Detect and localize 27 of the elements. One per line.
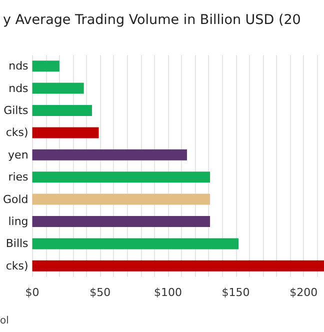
y-tick-label: cks)	[6, 259, 28, 272]
x-tick-label: $50	[90, 286, 111, 299]
bar	[32, 172, 210, 183]
y-tick-label: ries	[8, 170, 29, 184]
bar	[32, 238, 239, 250]
y-tick-label: ling	[8, 215, 28, 228]
y-tick-label: Gilts	[4, 104, 29, 117]
bar	[32, 149, 187, 160]
bar	[32, 216, 210, 227]
bar	[32, 260, 324, 272]
bar	[32, 105, 92, 116]
y-tick-label: nds	[8, 60, 29, 73]
bar	[32, 60, 60, 72]
y-tick-label: nds	[8, 82, 29, 95]
x-tick-label: $100	[154, 286, 182, 299]
y-tick-label: yen	[8, 148, 28, 162]
x-tick-label: $200	[290, 286, 318, 299]
bar	[32, 194, 210, 205]
x-tick-label: $150	[222, 286, 250, 299]
bar	[32, 127, 99, 138]
bar	[32, 82, 84, 94]
x-tick-label: $0	[25, 286, 40, 299]
text: ol	[0, 316, 9, 326]
y-tick-label: Gold	[2, 192, 28, 206]
y-tick-label: Bills	[6, 237, 29, 250]
y-tick-label: cks)	[6, 126, 28, 140]
chart-title: y Average Trading Volume in Billion USD (20	[3, 12, 301, 28]
